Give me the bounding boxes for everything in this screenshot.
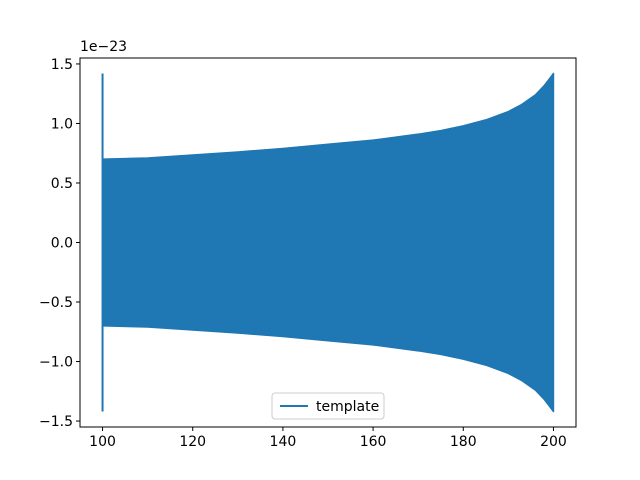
y-tick-label: −0.5 [39, 295, 73, 311]
x-tick-label: 140 [270, 434, 297, 450]
legend-box [271, 392, 385, 420]
y-tick-label: 0.0 [51, 236, 73, 252]
legend: template [271, 392, 385, 420]
x-tick-label: 100 [89, 434, 116, 450]
y-axis: −1.5 −1.0 −0.5 0.0 0.5 1.0 1.5 [39, 57, 80, 430]
y-offset-text: 1e−23 [80, 39, 127, 55]
y-tick-label: −1.5 [39, 414, 73, 430]
plot-area [79, 57, 577, 428]
y-tick-label: −1.0 [39, 355, 73, 371]
x-tick-label: 180 [450, 434, 477, 450]
x-tick-label: 120 [179, 434, 206, 450]
x-axis: 100 120 140 160 180 200 [89, 427, 567, 450]
series-envelope [103, 72, 555, 413]
legend-label: template [316, 399, 379, 415]
x-tick-label: 160 [360, 434, 387, 450]
y-tick-label: 1.0 [51, 116, 73, 132]
series-layer [101, 72, 555, 413]
y-tick-label: 1.5 [51, 57, 73, 73]
x-tick-label: 200 [540, 434, 567, 450]
y-tick-label: 0.5 [51, 176, 73, 192]
